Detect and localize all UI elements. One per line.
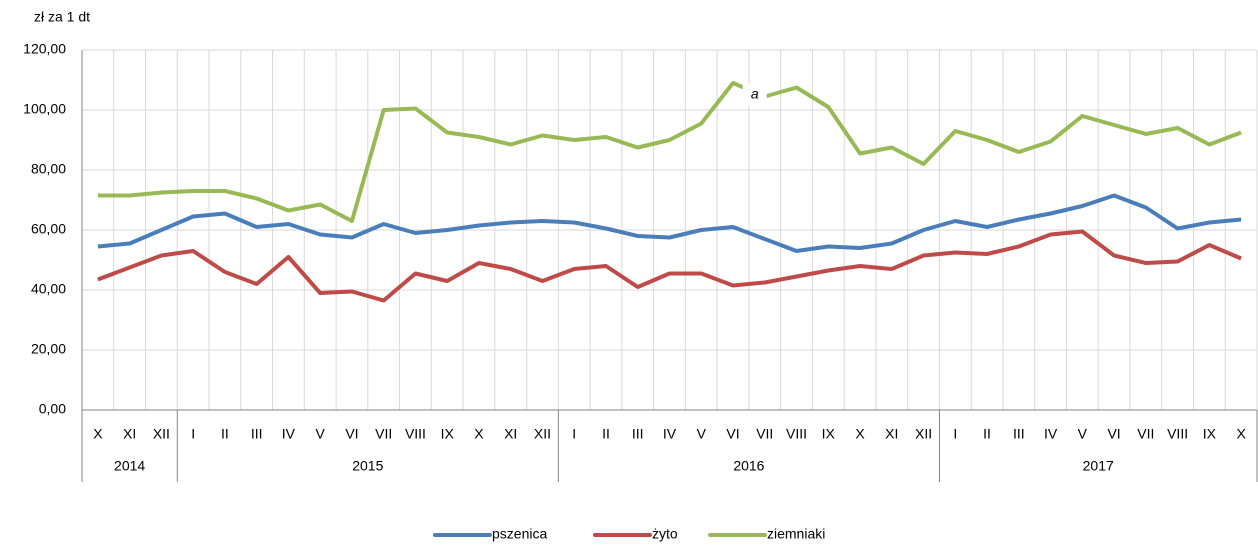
- x-tick-label: II: [983, 426, 991, 442]
- x-tick-label: IX: [441, 426, 455, 442]
- y-tick-label: 40,00: [31, 281, 66, 297]
- x-tick-label: V: [316, 426, 326, 442]
- x-tick-label: III: [1013, 426, 1025, 442]
- group-label: 2014: [114, 458, 145, 474]
- group-label: 2016: [733, 458, 764, 474]
- x-tick-label: VIII: [786, 426, 807, 442]
- x-tick-label: IX: [822, 426, 836, 442]
- x-tick-label: X: [855, 426, 865, 442]
- y-tick-label: 0,00: [39, 401, 66, 417]
- x-tick-label: IX: [1203, 426, 1217, 442]
- x-tick-label: X: [1236, 426, 1246, 442]
- y-tick-label: 100,00: [23, 101, 66, 117]
- x-tick-label: XII: [915, 426, 932, 442]
- x-tick-label: IV: [663, 426, 677, 442]
- x-tick-label: VI: [726, 426, 739, 442]
- y-tick-label: 80,00: [31, 161, 66, 177]
- x-tick-label: II: [221, 426, 229, 442]
- x-tick-label: XI: [504, 426, 517, 442]
- x-tick-label: VII: [756, 426, 773, 442]
- y-tick-label: 60,00: [31, 221, 66, 237]
- x-tick-label: VI: [345, 426, 358, 442]
- x-tick-label: XI: [885, 426, 898, 442]
- y-tick-label: 20,00: [31, 341, 66, 357]
- legend-label: pszenica: [492, 526, 547, 542]
- x-tick-label: V: [697, 426, 707, 442]
- x-tick-label: XII: [153, 426, 170, 442]
- x-tick-label: III: [632, 426, 644, 442]
- x-tick-label: X: [93, 426, 103, 442]
- legend-label: ziemniaki: [767, 526, 825, 542]
- x-tick-label: I: [191, 426, 195, 442]
- line-series: [97, 193, 1242, 253]
- line-series: [97, 81, 1242, 223]
- x-tick-label: VII: [1137, 426, 1154, 442]
- x-tick-label: X: [474, 426, 484, 442]
- x-tick-label: XII: [534, 426, 551, 442]
- line-series: [97, 229, 1242, 303]
- y-tick-label: 120,00: [23, 41, 66, 57]
- y-axis-label: zł za 1 dt: [34, 9, 90, 25]
- x-tick-label: V: [1078, 426, 1088, 442]
- x-tick-label: VII: [375, 426, 392, 442]
- annotation-background: [742, 84, 767, 106]
- group-label: 2015: [352, 458, 383, 474]
- x-tick-label: VIII: [405, 426, 426, 442]
- x-tick-label: IV: [1044, 426, 1058, 442]
- x-tick-label: I: [953, 426, 957, 442]
- annotation: a: [751, 86, 759, 102]
- x-tick-label: XI: [123, 426, 136, 442]
- x-tick-label: VI: [1107, 426, 1120, 442]
- group-label: 2017: [1083, 458, 1114, 474]
- x-tick-label: II: [602, 426, 610, 442]
- x-tick-label: VIII: [1167, 426, 1188, 442]
- legend-label: żyto: [652, 526, 678, 542]
- x-tick-label: IV: [282, 426, 296, 442]
- x-tick-label: III: [251, 426, 263, 442]
- x-tick-label: I: [572, 426, 576, 442]
